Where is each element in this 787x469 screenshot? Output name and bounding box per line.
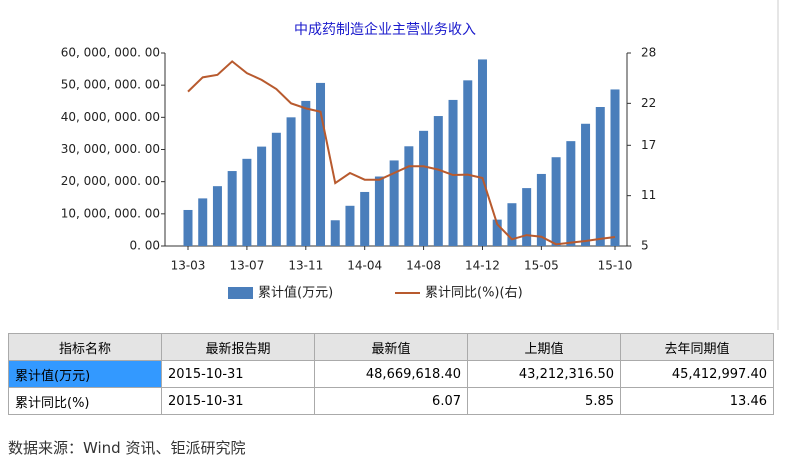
y-tick-label: 60, 000, 000. 00 bbox=[61, 46, 160, 60]
data-table: 指标名称 最新报告期 最新值 上期值 去年同期值 累计值(万元) 2015-10… bbox=[8, 333, 774, 415]
header-cell: 最新报告期 bbox=[161, 333, 315, 361]
bar bbox=[198, 198, 208, 246]
header-cell: 指标名称 bbox=[8, 333, 162, 361]
header-cell: 去年同期值 bbox=[620, 333, 774, 361]
bar bbox=[551, 157, 561, 246]
cell: 45,412,997.40 bbox=[620, 360, 774, 388]
bar bbox=[595, 107, 605, 246]
cell: 43,212,316.50 bbox=[467, 360, 621, 388]
x-tick-label: 14-12 bbox=[465, 259, 500, 273]
bar bbox=[212, 186, 222, 246]
x-tick-label: 14-04 bbox=[347, 259, 382, 273]
y2-tick-label: 17 bbox=[641, 138, 656, 152]
bar bbox=[360, 191, 370, 246]
bar bbox=[581, 123, 591, 246]
cell: 2015-10-31 bbox=[161, 387, 315, 415]
table-row: 累计值(万元) 2015-10-31 48,669,618.40 43,212,… bbox=[8, 360, 774, 388]
y2-tick-label: 11 bbox=[641, 188, 656, 202]
bar bbox=[345, 205, 355, 246]
y-tick-label: 20, 000, 000. 00 bbox=[61, 174, 160, 188]
source-note: 数据来源：Wind 资讯、钜派研究院 bbox=[8, 439, 246, 457]
y-tick-label: 40, 000, 000. 00 bbox=[61, 110, 160, 124]
bar bbox=[536, 173, 546, 246]
bar bbox=[566, 141, 576, 246]
cell: 48,669,618.40 bbox=[314, 360, 468, 388]
bar bbox=[610, 89, 620, 246]
bar bbox=[507, 203, 517, 246]
bar bbox=[330, 220, 340, 246]
legend-label: 累计同比(%)(右) bbox=[425, 286, 523, 301]
table-row: 累计同比(%) 2015-10-31 6.07 5.85 13.46 bbox=[8, 387, 774, 415]
header-cell: 最新值 bbox=[314, 333, 468, 361]
x-tick-label: 15-10 bbox=[598, 259, 633, 273]
bar bbox=[227, 171, 237, 246]
line bbox=[187, 60, 616, 246]
bar bbox=[419, 130, 429, 246]
bar bbox=[404, 146, 414, 246]
cell: 2015-10-31 bbox=[161, 360, 315, 388]
bar bbox=[374, 176, 384, 246]
y-tick-label: 0. 00 bbox=[129, 239, 160, 253]
x-tick-label: 14-08 bbox=[406, 259, 441, 273]
bar bbox=[316, 82, 326, 246]
legend-label: 累计值(万元) bbox=[258, 285, 333, 301]
bar bbox=[271, 132, 281, 246]
y2-tick-label: 5 bbox=[641, 239, 649, 253]
bar bbox=[301, 100, 311, 246]
cell[interactable]: 累计同比(%) bbox=[8, 387, 162, 415]
chart-title: 中成药制造企业主营业务收入 bbox=[294, 21, 476, 38]
legend-swatch bbox=[228, 287, 253, 299]
chart: 中成药制造企业主营业务收入 0. 00 10, 000, 000. 00 20, 0… bbox=[61, 0, 779, 330]
cell[interactable]: 累计值(万元) bbox=[8, 360, 162, 388]
bar bbox=[448, 99, 458, 246]
x-tick-label: 13-11 bbox=[288, 259, 323, 273]
bar bbox=[286, 117, 296, 246]
y2-tick-label: 22 bbox=[641, 96, 656, 110]
bar bbox=[522, 188, 532, 246]
bar bbox=[492, 219, 502, 246]
cell: 13.46 bbox=[620, 387, 774, 415]
cell: 5.85 bbox=[467, 387, 621, 415]
y2-tick-label: 28 bbox=[641, 46, 656, 60]
cell: 6.07 bbox=[314, 387, 468, 415]
x-tick-label: 13-07 bbox=[229, 259, 264, 273]
y-tick-label: 10, 000, 000. 00 bbox=[61, 206, 160, 220]
header-cell: 上期值 bbox=[467, 333, 621, 361]
y-tick-label: 50, 000, 000. 00 bbox=[61, 78, 160, 92]
table-header: 指标名称 最新报告期 最新值 上期值 去年同期值 bbox=[8, 333, 774, 361]
bar bbox=[389, 160, 399, 246]
x-tick-label: 15-05 bbox=[524, 259, 559, 273]
x-tick-label: 13-03 bbox=[171, 259, 206, 273]
bar bbox=[257, 146, 267, 246]
bar bbox=[433, 116, 443, 247]
bar bbox=[463, 80, 473, 246]
bar bbox=[183, 209, 193, 246]
bar bbox=[477, 59, 487, 246]
y-tick-label: 30, 000, 000. 00 bbox=[61, 142, 160, 156]
bar bbox=[242, 158, 252, 246]
